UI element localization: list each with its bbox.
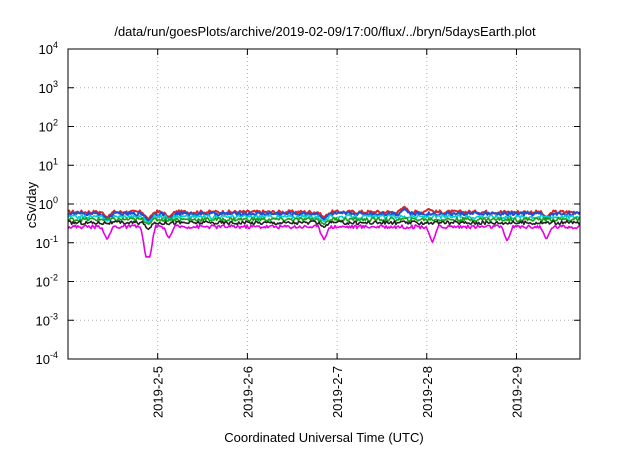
x-tick-label: 2019-2-5 (151, 366, 166, 418)
x-tick-label: 2019-2-9 (509, 366, 524, 418)
y-tick-label: 10-2 (36, 273, 58, 290)
y-tick-label: 10-1 (36, 234, 58, 251)
series-line (67, 224, 581, 258)
y-tick-label: 104 (39, 40, 58, 57)
series-line (67, 216, 581, 226)
y-axis-label: cSv/day (24, 181, 39, 228)
x-tick-label: 2019-2-6 (240, 366, 255, 418)
x-tick-label: 2019-2-8 (420, 366, 435, 418)
x-axis: 2019-2-5 2019-2-6 2019-2-7 2019-2-8 2019-2-9 (151, 49, 524, 418)
y-tick-label: 101 (39, 156, 58, 173)
series-line (67, 220, 581, 231)
series-group (67, 205, 581, 258)
y-tick-label: 100 (39, 195, 58, 212)
x-tick-label: 2019-2-7 (330, 366, 345, 418)
y-tick-label: 102 (39, 118, 58, 135)
y-tick-label: 103 (39, 79, 58, 96)
x-axis-label: Coordinated Universal Time (UTC) (224, 430, 423, 445)
y-tick-label: 10-4 (36, 350, 58, 367)
grid (68, 49, 580, 359)
chart-title: /data/run/goesPlots/archive/2019-02-09/1… (114, 24, 536, 39)
y-tick-label: 10-3 (36, 311, 58, 328)
y-axis: 10-4 10-3 10-2 10-1 100 101 102 103 104 (36, 40, 580, 367)
